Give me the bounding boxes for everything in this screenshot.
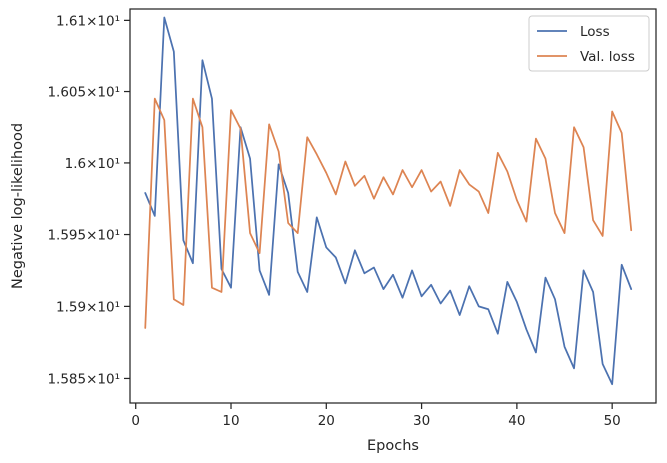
series-line-val-loss xyxy=(144,97,633,329)
x-tick-label: 50 xyxy=(604,413,621,429)
legend: Loss Val. loss xyxy=(528,15,650,72)
y-tick-label: 1.595×10¹ xyxy=(47,228,120,244)
axes-frame xyxy=(129,8,657,404)
legend-val-loss-label: Val. loss xyxy=(580,49,635,65)
x-tick-label: 10 xyxy=(222,413,239,429)
x-axis: 0 10 20 30 40 50 xyxy=(131,403,621,429)
x-axis-label: Epochs xyxy=(367,438,419,454)
x-tick-label: 0 xyxy=(131,413,140,429)
y-tick-label: 1.6×10¹ xyxy=(65,156,120,172)
series-line-loss xyxy=(144,16,633,386)
series-layer xyxy=(144,16,633,386)
legend-loss-label: Loss xyxy=(580,24,610,40)
y-tick-label: 1.59×10¹ xyxy=(56,299,120,315)
x-tick-label: 30 xyxy=(413,413,430,429)
y-axis-label: Negative log-likelihood xyxy=(10,123,26,289)
legend-box xyxy=(528,15,650,72)
y-axis: 1.585×10¹ 1.59×10¹ 1.595×10¹ 1.6×10¹ 1.605×1… xyxy=(47,13,130,387)
y-tick-label: 1.585×10¹ xyxy=(47,371,120,387)
y-tick-label: 1.61×10¹ xyxy=(56,13,120,29)
y-tick-label: 1.605×10¹ xyxy=(47,85,120,101)
x-tick-label: 40 xyxy=(508,413,525,429)
x-tick-label: 20 xyxy=(318,413,335,429)
